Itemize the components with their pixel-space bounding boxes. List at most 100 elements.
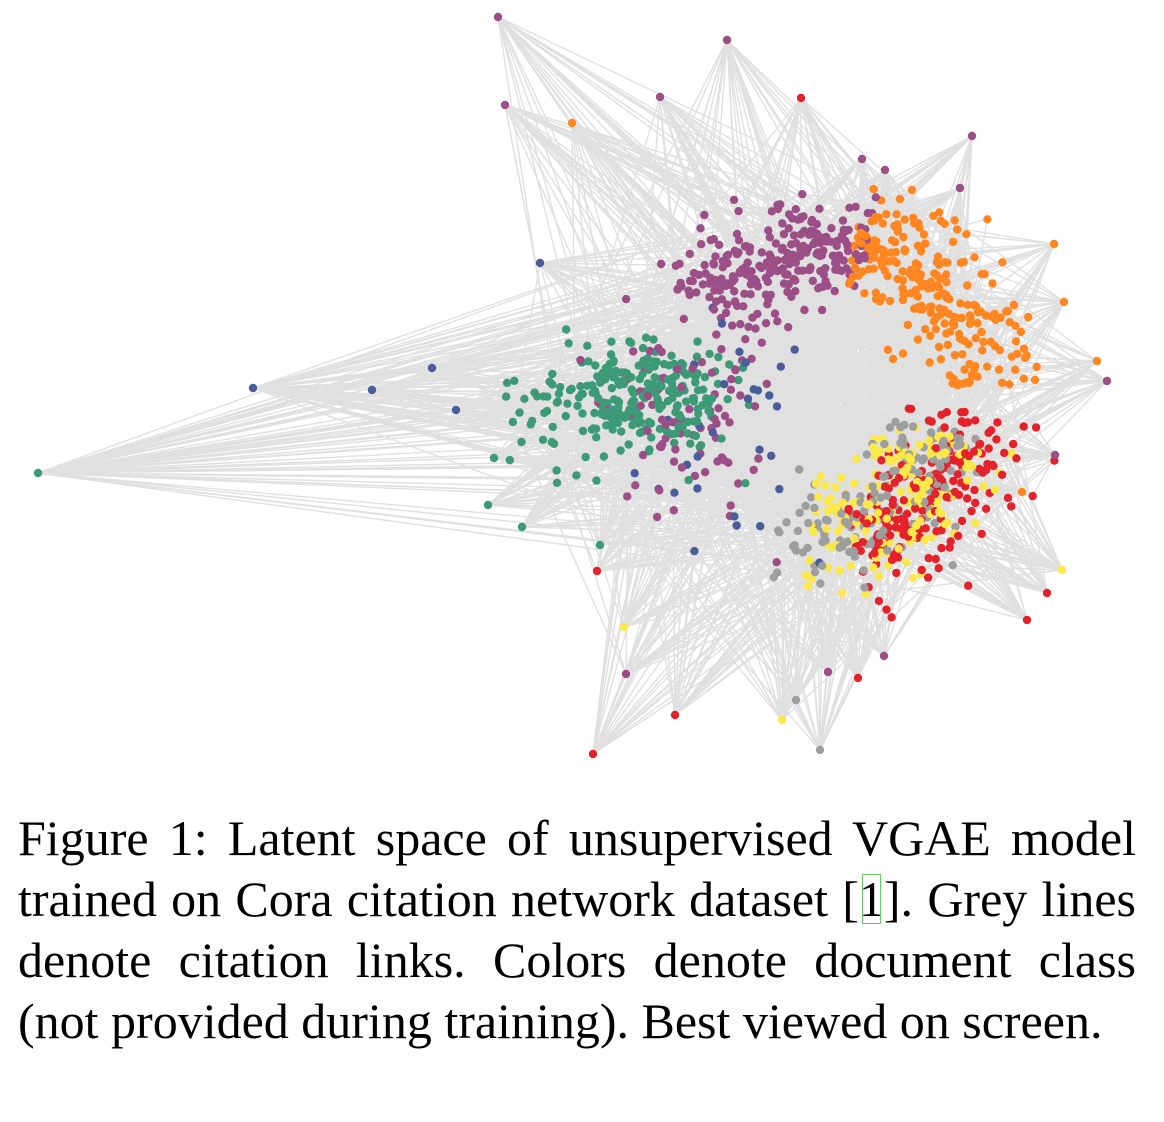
document-node <box>581 452 590 462</box>
document-node <box>946 327 955 336</box>
document-node <box>685 405 694 414</box>
citation-edge <box>795 545 884 701</box>
citation-edge <box>997 421 1056 456</box>
document-node <box>956 299 965 308</box>
document-node <box>923 573 933 582</box>
latent-space-figure <box>33 12 1112 759</box>
document-node <box>871 193 880 202</box>
document-node <box>831 251 840 261</box>
document-node <box>906 265 915 275</box>
document-node <box>870 488 879 498</box>
document-node <box>998 258 1007 267</box>
document-node <box>803 582 813 591</box>
document-node <box>723 250 733 259</box>
document-node <box>709 305 719 314</box>
citation-reference-link[interactable]: 1 <box>858 871 884 927</box>
document-node <box>717 453 726 462</box>
document-node <box>858 267 867 276</box>
document-node <box>718 256 727 266</box>
document-node <box>845 279 854 288</box>
document-node <box>691 417 700 426</box>
document-node <box>820 481 830 490</box>
document-node <box>647 433 656 442</box>
document-node <box>535 258 545 268</box>
document-node <box>860 583 869 592</box>
citation-edge <box>930 281 1065 303</box>
document-node <box>608 405 617 414</box>
document-node <box>702 394 711 403</box>
document-node <box>908 273 917 282</box>
document-node <box>692 352 702 361</box>
citation-edge <box>596 351 634 572</box>
document-node <box>1042 588 1052 598</box>
document-node <box>692 288 701 297</box>
citation-edge <box>961 360 1098 423</box>
citation-edge <box>493 283 704 459</box>
citation-edge <box>497 16 634 393</box>
document-node <box>919 230 929 239</box>
document-node <box>945 432 954 441</box>
document-node <box>776 200 785 209</box>
document-node <box>921 239 930 248</box>
document-node <box>1017 487 1027 497</box>
citation-edge <box>731 302 961 380</box>
document-node <box>1012 454 1021 463</box>
document-node <box>668 393 677 403</box>
document-node <box>517 522 527 532</box>
document-node <box>814 492 823 501</box>
document-node <box>655 92 665 102</box>
document-node <box>691 431 701 441</box>
document-node <box>885 296 895 306</box>
document-node <box>982 362 992 371</box>
document-node <box>936 355 946 364</box>
document-node <box>726 501 735 510</box>
document-node <box>975 440 984 449</box>
document-node <box>921 524 930 533</box>
document-node <box>638 343 648 353</box>
document-node <box>705 292 714 302</box>
document-node <box>859 506 869 515</box>
document-node <box>899 467 908 476</box>
document-node <box>804 265 813 275</box>
document-node <box>599 398 608 407</box>
document-node <box>796 213 806 222</box>
document-node <box>965 359 974 369</box>
citation-edge <box>571 122 790 265</box>
document-node <box>773 526 783 535</box>
document-node <box>949 476 958 486</box>
document-node <box>837 266 846 276</box>
document-node <box>925 358 934 367</box>
document-node <box>693 404 702 414</box>
document-node <box>956 258 966 267</box>
document-node <box>804 518 813 528</box>
document-node <box>791 695 801 705</box>
document-node <box>596 378 605 387</box>
document-node <box>614 409 624 418</box>
document-node <box>915 440 924 450</box>
document-node <box>883 345 893 354</box>
document-node <box>708 428 717 437</box>
document-node <box>606 350 616 359</box>
document-node <box>882 507 891 516</box>
document-node <box>725 360 734 369</box>
document-node <box>971 498 980 508</box>
document-node <box>970 371 979 380</box>
document-node <box>876 548 886 557</box>
document-node <box>630 469 639 478</box>
citation-edge <box>637 423 696 552</box>
document-node <box>884 484 893 493</box>
document-node <box>961 449 970 458</box>
document-node <box>1031 423 1041 432</box>
document-node <box>517 437 526 447</box>
document-node <box>942 278 951 287</box>
document-node <box>810 568 820 577</box>
document-node <box>815 204 824 213</box>
document-node <box>556 382 565 392</box>
document-node <box>913 335 923 344</box>
document-node <box>882 491 892 500</box>
document-node <box>931 444 940 453</box>
document-node <box>924 476 933 486</box>
document-node <box>851 202 860 211</box>
citation-edge <box>546 410 625 628</box>
citation-edge <box>883 472 1000 657</box>
